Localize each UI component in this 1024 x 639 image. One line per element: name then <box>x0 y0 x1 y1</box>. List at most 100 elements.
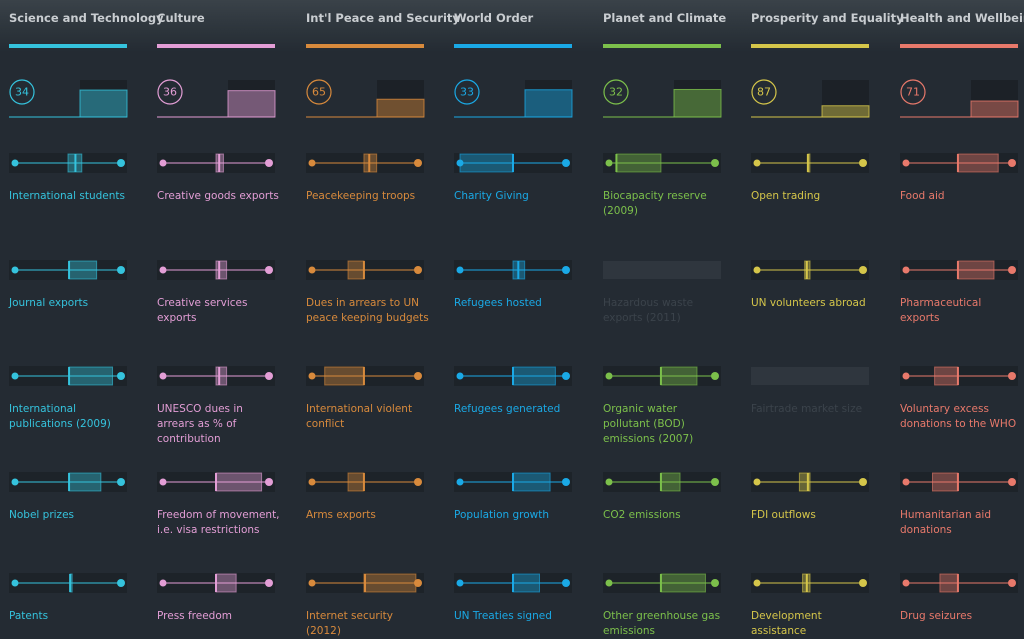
score-label: 33 <box>460 86 474 99</box>
indicator-label: FDI outflows <box>751 509 816 521</box>
column-underline <box>454 44 572 48</box>
score-label: 34 <box>15 86 29 99</box>
track-start <box>902 372 910 380</box>
track-start <box>11 159 19 167</box>
range-box <box>660 472 681 492</box>
score-circle <box>751 79 777 105</box>
score-bar <box>821 105 870 118</box>
indicator-label: International violent conflict <box>306 403 413 430</box>
range-box <box>363 573 417 593</box>
score-label: 65 <box>312 86 326 99</box>
indicator-label: Peacekeeping troops <box>306 190 416 202</box>
track-start <box>308 372 316 380</box>
indicator-label: Fairtrade market size <box>751 403 863 415</box>
range-box <box>215 573 237 593</box>
range-box <box>512 472 551 492</box>
range-box <box>68 472 102 492</box>
score-bar <box>970 100 1019 118</box>
track-end <box>562 159 570 167</box>
indicator-label: Development assistance <box>751 610 822 637</box>
column-title: Culture <box>157 11 205 25</box>
indicator-placeholder <box>751 367 869 385</box>
column-underline <box>157 44 275 48</box>
track-end <box>859 266 867 274</box>
track-end <box>265 478 273 486</box>
indicator-placeholder <box>603 261 721 279</box>
track-end <box>711 159 719 167</box>
score-label: 71 <box>906 86 920 99</box>
indicator-label: Organic water pollutant (BOD) emissions … <box>603 403 694 445</box>
range-box <box>68 260 98 280</box>
track-end <box>859 478 867 486</box>
track-end <box>562 266 570 274</box>
track-end <box>562 579 570 587</box>
track-end <box>265 159 273 167</box>
track-end <box>414 478 422 486</box>
indicator-label: Population growth <box>454 509 550 521</box>
track-start <box>456 478 464 486</box>
score-circle <box>306 79 332 105</box>
track-start <box>308 478 316 486</box>
indicator-label: Biocapacity reserve (2009) <box>603 190 707 217</box>
track-start <box>308 579 316 587</box>
indicator-label: Charity Giving <box>454 190 529 202</box>
indicator-label: Press freedom <box>157 610 232 622</box>
range-box <box>324 366 365 386</box>
range-box <box>957 153 999 173</box>
range-box <box>512 573 540 593</box>
score-label: 36 <box>163 86 177 99</box>
indicator-label: UN Treaties signed <box>454 610 552 622</box>
track-end <box>117 266 125 274</box>
range-box <box>347 472 365 492</box>
range-box <box>939 573 959 593</box>
score-circle <box>603 79 629 105</box>
track-start <box>753 266 761 274</box>
indicator-label: Refugees generated <box>454 403 561 415</box>
track-end <box>1008 159 1016 167</box>
indicator-label: Open trading <box>751 190 821 202</box>
track-end <box>414 266 422 274</box>
track-end <box>859 159 867 167</box>
score-label: 32 <box>609 86 623 99</box>
indicator-label: UN volunteers abroad <box>751 297 866 309</box>
track-start <box>159 372 167 380</box>
indicator-label: Drug seizures <box>900 610 973 622</box>
range-box <box>932 472 959 492</box>
track-start <box>159 266 167 274</box>
track-start <box>159 579 167 587</box>
track-start <box>605 478 613 486</box>
indicator-label: Other greenhouse gas emissions <box>603 610 721 637</box>
indicator-label: Creative services exports <box>157 297 248 324</box>
track-end <box>711 579 719 587</box>
track-end <box>1008 266 1016 274</box>
column-title: World Order <box>454 11 534 25</box>
indicator-label: UNESCO dues in arrears as % of contribut… <box>157 403 243 445</box>
score-bar <box>524 89 573 118</box>
score-bar <box>227 90 276 118</box>
track-end <box>711 478 719 486</box>
track-start <box>902 478 910 486</box>
range-box <box>615 153 662 173</box>
track-start <box>11 579 19 587</box>
indicator-label: Dues in arrears to UN peace keeping budg… <box>306 297 429 324</box>
score-bar <box>79 89 128 118</box>
score-bar-bg <box>228 80 275 117</box>
indicator-label: International students <box>9 190 125 202</box>
indicator-label: Hazardous waste exports (2011) <box>603 297 694 324</box>
range-box <box>660 366 698 386</box>
indicator-label: Freedom of movement, i.e. visa restricti… <box>157 509 280 536</box>
track-start <box>308 159 316 167</box>
column-underline <box>900 44 1018 48</box>
track-start <box>605 372 613 380</box>
indicator-label: Humanitarian aid donations <box>900 509 992 536</box>
track-end <box>117 372 125 380</box>
track-start <box>456 579 464 587</box>
column-title: Int'l Peace and Security <box>306 11 460 25</box>
range-box <box>68 366 114 386</box>
track-start <box>159 159 167 167</box>
range-box <box>934 366 959 386</box>
range-box <box>215 260 228 280</box>
range-box <box>957 260 995 280</box>
